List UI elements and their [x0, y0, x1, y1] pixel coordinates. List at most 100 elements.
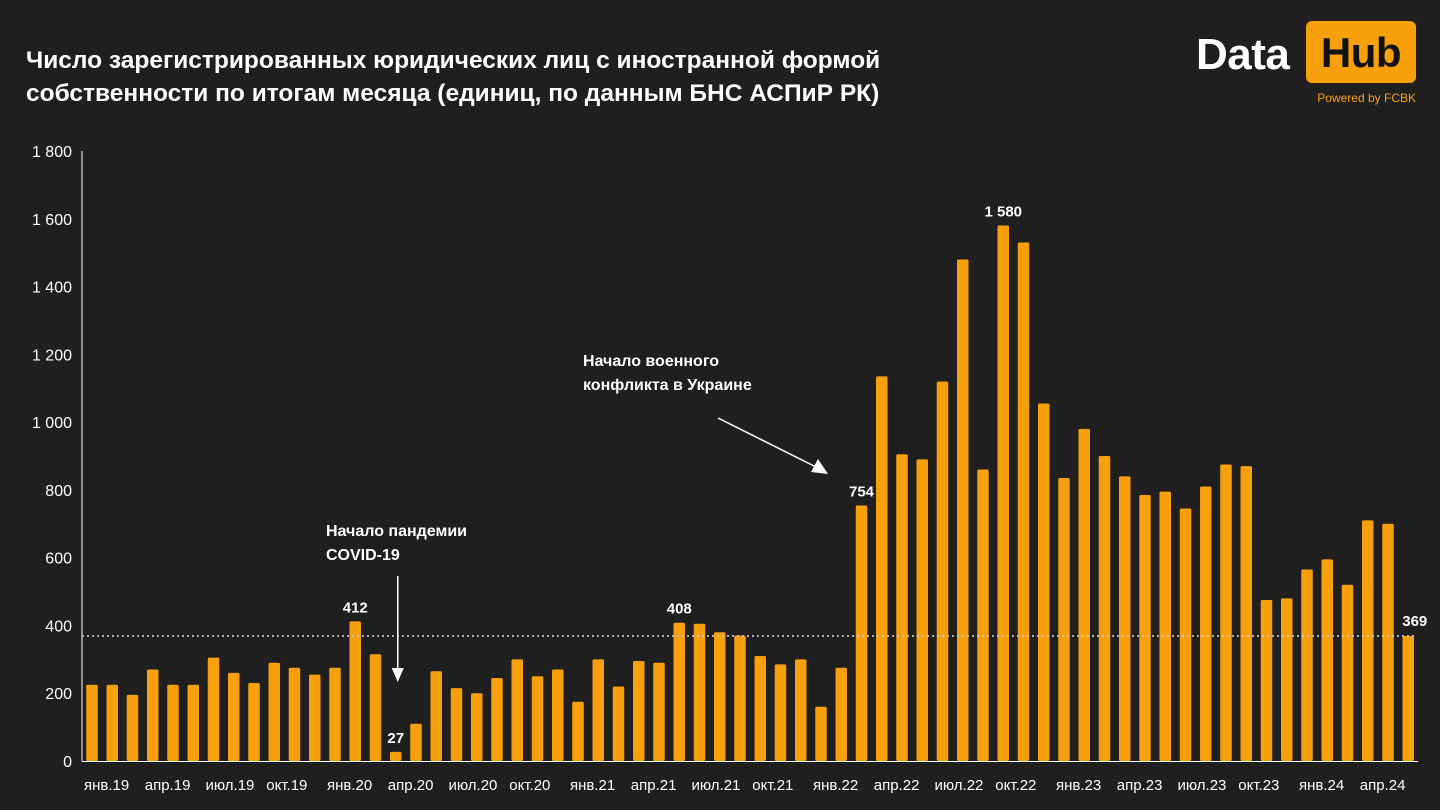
- bar: [86, 684, 98, 761]
- bar: [349, 621, 361, 761]
- logo-word-data: Data: [1196, 30, 1290, 79]
- bar: [329, 667, 341, 761]
- bar: [491, 677, 503, 761]
- bar: [430, 671, 442, 761]
- x-tick-label: янв.24: [1299, 777, 1344, 794]
- bar: [592, 659, 604, 761]
- x-tick-label: апр.20: [388, 777, 434, 794]
- annotation-war-arrow-line: [717, 417, 819, 469]
- bar: [1139, 494, 1151, 761]
- bar: [268, 662, 280, 761]
- bar: [1341, 584, 1354, 761]
- bar: [471, 693, 483, 761]
- x-tick-label: июл.20: [449, 777, 498, 794]
- data-label: 27: [387, 730, 404, 747]
- bar: [106, 684, 118, 761]
- y-tick-label: 800: [45, 483, 72, 500]
- bar: [309, 674, 321, 761]
- bar: [673, 622, 685, 761]
- datahub-logo: Data Hub Powered by FCBK: [1196, 20, 1416, 110]
- x-tick-label: окт.22: [995, 777, 1036, 794]
- x-tick-label: янв.21: [570, 777, 615, 794]
- bar: [147, 669, 159, 761]
- bar: [511, 659, 523, 761]
- bar: [795, 659, 807, 761]
- x-tick-label: апр.19: [145, 777, 191, 794]
- bar: [977, 469, 989, 761]
- bar: [1179, 508, 1192, 761]
- bar: [572, 701, 584, 761]
- data-label: 369: [1402, 613, 1427, 630]
- bar: [1321, 559, 1333, 761]
- annotation-war-text: Начало военного: [583, 353, 719, 370]
- bar: [126, 694, 139, 761]
- annotation-covid-text: COVID-19: [326, 547, 400, 564]
- x-tick-label: июл.19: [206, 777, 255, 794]
- bar: [1362, 520, 1374, 761]
- x-tick-label: июл.21: [692, 777, 741, 794]
- bar: [410, 723, 422, 761]
- bar: [390, 751, 402, 761]
- bar: [1017, 242, 1030, 761]
- bar: [835, 667, 847, 761]
- logo-box: Hub: [1306, 21, 1416, 83]
- y-tick-label: 0: [63, 754, 72, 771]
- x-tick-label: окт.23: [1238, 777, 1279, 794]
- y-tick-label: 200: [45, 686, 72, 703]
- bar: [754, 655, 766, 761]
- y-tick-label: 1 800: [32, 144, 72, 161]
- bar: [714, 632, 726, 761]
- x-tick-label: окт.20: [509, 777, 550, 794]
- x-tick-label: июл.23: [1178, 777, 1227, 794]
- data-label: 1 580: [984, 204, 1022, 221]
- x-tick-label: июл.22: [935, 777, 984, 794]
- bar: [997, 225, 1009, 761]
- x-tick-label: апр.21: [631, 777, 677, 794]
- x-tick-label: янв.19: [84, 777, 129, 794]
- bar: [450, 688, 463, 761]
- bar: [693, 623, 706, 761]
- data-label: 754: [849, 483, 875, 500]
- bar: [1220, 464, 1232, 761]
- bar: [1078, 428, 1090, 761]
- bar: [734, 635, 746, 761]
- x-tick-label: апр.22: [874, 777, 920, 794]
- annotation-war-arrowhead: [811, 459, 828, 474]
- y-tick-label: 600: [45, 551, 72, 568]
- bar: [248, 683, 260, 761]
- bar: [936, 381, 949, 761]
- bar: [1038, 403, 1050, 761]
- x-tick-label: окт.19: [266, 777, 307, 794]
- bar: [876, 376, 888, 761]
- data-label: 408: [667, 601, 692, 618]
- chart-title: Число зарегистрированных юридических лиц…: [26, 44, 1086, 110]
- bar: [633, 661, 645, 761]
- y-tick-label: 1 200: [32, 347, 72, 364]
- bar: [1159, 491, 1171, 761]
- annotation-covid-arrowhead: [391, 668, 404, 682]
- bar: [653, 662, 665, 761]
- chart-title-line-1: Число зарегистрированных юридических лиц…: [26, 47, 881, 74]
- bar: [1301, 569, 1313, 761]
- y-tick-label: 1 400: [32, 280, 72, 297]
- data-label: 412: [343, 599, 368, 616]
- bar: [369, 654, 382, 761]
- bar: [815, 706, 827, 761]
- x-tick-label: апр.23: [1117, 777, 1163, 794]
- bar: [957, 259, 969, 761]
- bar: [228, 672, 240, 761]
- x-tick-label: апр.24: [1360, 777, 1406, 794]
- bar: [1260, 600, 1273, 761]
- bar: [167, 684, 179, 761]
- x-tick-label: янв.20: [327, 777, 372, 794]
- bar: [896, 454, 908, 761]
- x-tick-label: окт.21: [752, 777, 793, 794]
- annotation-war-text: конфликта в Украине: [583, 377, 752, 394]
- logo-powered-by: Powered by FCBK: [1317, 91, 1416, 105]
- bar: [1281, 598, 1293, 761]
- logo-word-hub: Hub: [1320, 29, 1402, 76]
- bar: [774, 664, 787, 761]
- y-tick-label: 1 000: [32, 415, 72, 432]
- bar: [1058, 478, 1070, 761]
